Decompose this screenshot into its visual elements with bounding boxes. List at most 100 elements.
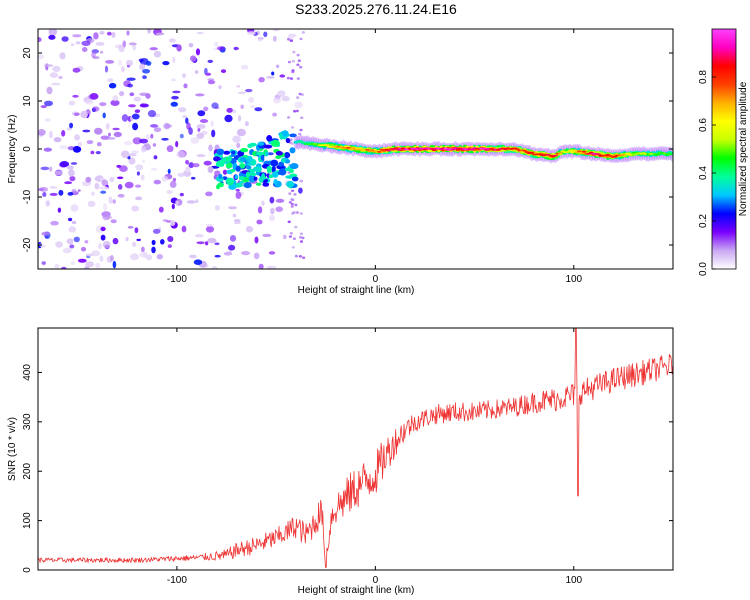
heatmap-transition-blob — [263, 144, 273, 149]
heatmap-noise-blob — [126, 77, 136, 81]
heatmap-y-axis: -20 -10 0 10 20 — [22, 47, 673, 252]
heatmap-transition-blob — [268, 174, 273, 179]
heatmap-noise-blob — [257, 206, 263, 214]
heatmap-noise-blob — [107, 78, 114, 83]
heatmap-noise-blob — [188, 43, 194, 48]
heatmap-noise-blob — [117, 193, 125, 198]
heatmap-ridge-segment — [641, 152, 646, 154]
heatmap-noise-blob — [167, 236, 174, 242]
heatmap-noise-blob — [55, 241, 63, 248]
heatmap-noise-blob — [295, 109, 299, 113]
heatmap-noise-blob — [98, 242, 102, 250]
heatmap-noise-blob — [167, 168, 171, 174]
heatmap-noise-blob — [175, 200, 179, 206]
heatmap-noise-blob — [189, 254, 197, 259]
heatmap-noise-blob — [218, 85, 222, 89]
heatmap-noise-blob — [185, 159, 190, 165]
heatmap-noise-blob — [142, 75, 147, 80]
heatmap-noise-blob — [211, 102, 219, 109]
heatmap-noise-blob — [49, 130, 53, 139]
heatmap-noise-blob — [85, 176, 92, 183]
heatmap-noise-blob — [59, 145, 68, 150]
heatmap-noise-blob — [214, 242, 220, 246]
heatmap-noise-blob — [272, 112, 277, 117]
heatmap-noise-blob — [232, 135, 241, 143]
heatmap-noise-blob — [89, 93, 99, 100]
heatmap-noise-blob — [153, 179, 161, 185]
snr-x-tick-label: 0 — [373, 575, 379, 586]
heatmap-y-tick-label: -20 — [22, 237, 33, 252]
heatmap-noise-blob — [136, 171, 140, 176]
heatmap-noise-blob — [38, 37, 42, 43]
heatmap-noise-blob — [40, 166, 50, 171]
heatmap-noise-blob — [96, 142, 102, 147]
heatmap-noise-blob — [258, 77, 265, 83]
heatmap-ridge-segment — [346, 146, 351, 149]
heatmap-noise-blob — [139, 103, 149, 108]
heatmap-noise-blob — [82, 129, 91, 133]
heatmap-noise-blob — [105, 122, 110, 130]
heatmap-transition-blob — [253, 176, 258, 181]
heatmap-noise-blob — [190, 55, 197, 62]
heatmap-y-tick-label: 0 — [22, 146, 33, 152]
heatmap-noise-blob — [291, 59, 295, 63]
heatmap-noise-blob — [135, 164, 144, 171]
heatmap-noise-blob — [135, 196, 143, 201]
heatmap-noise-blob — [91, 191, 95, 196]
heatmap-noise-blob — [182, 73, 186, 79]
heatmap-ridge-segment — [669, 153, 673, 156]
heatmap-noise-blob — [232, 109, 237, 114]
heatmap-noise-blob — [193, 259, 203, 266]
heatmap-noise-blob — [302, 256, 306, 260]
snr-y-tick-label: 0 — [22, 567, 33, 573]
snr-y-tick-label: 400 — [22, 364, 33, 381]
heatmap-noise-blob — [185, 166, 191, 173]
colorbar-tick-label: 0.0 — [698, 262, 709, 276]
heatmap-noise-blob — [135, 184, 141, 188]
heatmap-noise-blob — [70, 43, 75, 47]
heatmap-noise-blob — [294, 225, 298, 229]
heatmap-noise-blob — [176, 150, 186, 159]
snr-y-tick-label: 100 — [22, 512, 33, 529]
heatmap-transition-blob — [267, 168, 272, 174]
heatmap-noise-blob — [291, 189, 295, 193]
heatmap-noise-blob — [92, 106, 100, 112]
heatmap-noise-blob — [186, 200, 196, 204]
heatmap-noise-blob — [139, 138, 149, 144]
heatmap-noise-blob — [240, 64, 249, 70]
heatmap-noise-blob — [87, 200, 96, 208]
heatmap-noise-blob — [294, 203, 298, 207]
heatmap-noise-blob — [216, 46, 225, 51]
heatmap-noise-blob — [244, 121, 249, 127]
heatmap-noise-blob — [291, 212, 295, 215]
heatmap-transition-blob — [275, 151, 283, 156]
heatmap-transition-blob — [245, 171, 251, 178]
heatmap-noise-blob — [94, 127, 103, 135]
heatmap-ridge-segment — [553, 154, 558, 157]
heatmap-noise-blob — [112, 237, 119, 245]
heatmap-transition-blob — [249, 172, 257, 177]
heatmap-noise-blob — [176, 44, 182, 52]
heatmap-noise-blob — [95, 262, 101, 269]
heatmap-transition-blob — [265, 151, 269, 157]
heatmap-noise-blob — [290, 202, 294, 206]
heatmap-noise-blob — [71, 188, 77, 194]
heatmap-noise-blob — [266, 265, 273, 269]
heatmap-noise-blob — [245, 226, 254, 233]
heatmap-noise-blob — [160, 239, 165, 245]
heatmap-noise-blob — [90, 150, 95, 155]
heatmap-noise-blob — [111, 31, 116, 38]
heatmap-ridge-segment — [567, 149, 573, 152]
heatmap-noise-blob — [262, 233, 272, 238]
heatmap-noise-blob — [236, 85, 241, 88]
heatmap-noise-blob — [84, 240, 89, 244]
heatmap-transition-blob — [289, 147, 296, 154]
heatmap-transition-blob — [281, 130, 289, 137]
heatmap-noise-blob — [68, 226, 77, 233]
heatmap-transition-blob — [213, 156, 221, 162]
heatmap-noise-blob — [287, 116, 291, 119]
heatmap-transition-blob — [226, 162, 233, 169]
heatmap-ridge-segment — [655, 153, 661, 156]
heatmap-noise-blob — [257, 37, 263, 42]
heatmap-noise-blob — [128, 104, 136, 108]
